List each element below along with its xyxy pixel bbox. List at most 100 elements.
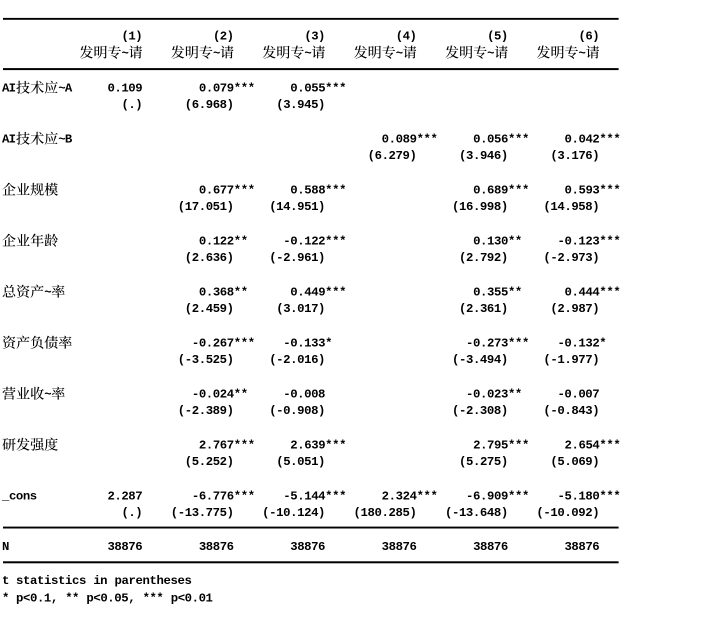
svg-text:0.130**: 0.130**: [473, 235, 522, 249]
svg-text:~: ~: [44, 286, 51, 300]
svg-text:(2.987): (2.987): [550, 302, 599, 316]
svg-text:(6.279): (6.279): [368, 149, 417, 163]
svg-text:(-2.973): (-2.973): [543, 251, 599, 265]
svg-text:(-10.124): (-10.124): [262, 506, 325, 520]
svg-text:~: ~: [396, 47, 403, 61]
svg-text:(4): (4): [396, 30, 417, 44]
svg-text:~: ~: [122, 47, 129, 61]
svg-text:(3.945): (3.945): [276, 98, 325, 112]
svg-text:(2.792): (2.792): [459, 251, 508, 265]
svg-text:(.): (.): [122, 506, 143, 520]
svg-text:(-13.648): (-13.648): [445, 506, 508, 520]
svg-text:2.767***: 2.767***: [199, 439, 255, 453]
svg-text:(-0.843): (-0.843): [543, 404, 599, 418]
svg-text:p<0.05,: p<0.05,: [86, 592, 135, 606]
svg-text:~: ~: [579, 47, 586, 61]
svg-text:0.368**: 0.368**: [199, 286, 248, 300]
svg-text:-0.133*: -0.133*: [283, 337, 332, 351]
svg-text:(14.958): (14.958): [543, 200, 599, 214]
svg-text:-0.123***: -0.123***: [557, 235, 620, 249]
svg-text:(-10.092): (-10.092): [536, 506, 599, 520]
svg-text:-0.024**: -0.024**: [192, 388, 248, 402]
svg-text:(5): (5): [487, 30, 508, 44]
svg-text:(-3.525): (-3.525): [178, 353, 234, 367]
svg-text:t: t: [2, 574, 9, 588]
svg-text:p<0.1,: p<0.1,: [16, 592, 58, 606]
svg-text:0.355**: 0.355**: [473, 286, 522, 300]
svg-text:0.089***: 0.089***: [382, 133, 438, 147]
svg-text:-0.122***: -0.122***: [283, 235, 346, 249]
svg-text:-5.180***: -5.180***: [557, 490, 620, 504]
svg-text:38876: 38876: [290, 540, 325, 554]
svg-text:-0.008: -0.008: [283, 388, 325, 402]
svg-text:2.639***: 2.639***: [290, 439, 346, 453]
svg-text:_cons: _cons: [1, 490, 37, 504]
svg-text:38876: 38876: [473, 540, 508, 554]
svg-text:2.654***: 2.654***: [565, 439, 621, 453]
svg-text:(-2.016): (-2.016): [269, 353, 325, 367]
svg-text:**: **: [65, 592, 79, 606]
svg-text:38876: 38876: [564, 540, 599, 554]
svg-text:(3): (3): [304, 30, 325, 44]
svg-text:~: ~: [213, 47, 220, 61]
svg-text:(5.051): (5.051): [276, 455, 325, 469]
svg-text:parentheses: parentheses: [115, 574, 192, 588]
svg-text:-0.132*: -0.132*: [557, 337, 606, 351]
svg-text:(-13.775): (-13.775): [171, 506, 234, 520]
svg-text:(17.051): (17.051): [178, 200, 234, 214]
svg-text:(-2.961): (-2.961): [269, 251, 325, 265]
svg-text:(2.459): (2.459): [185, 302, 234, 316]
svg-text:~: ~: [487, 47, 494, 61]
svg-text:(6): (6): [579, 30, 600, 44]
svg-text:N: N: [2, 540, 9, 554]
svg-text:(-3.494): (-3.494): [452, 353, 508, 367]
svg-text:(5.069): (5.069): [550, 455, 599, 469]
svg-text:-6.776***: -6.776***: [192, 490, 255, 504]
svg-text:(3.017): (3.017): [276, 302, 325, 316]
svg-text:38876: 38876: [107, 540, 142, 554]
svg-text:2.795***: 2.795***: [473, 439, 529, 453]
svg-text:(5.252): (5.252): [185, 455, 234, 469]
svg-text:~A: ~A: [58, 82, 73, 96]
svg-text:0.449***: 0.449***: [290, 286, 346, 300]
svg-text:0.593***: 0.593***: [565, 184, 621, 198]
svg-text:-5.144***: -5.144***: [283, 490, 346, 504]
svg-text:(2.636): (2.636): [185, 251, 234, 265]
svg-text:38876: 38876: [199, 540, 234, 554]
svg-text:(3.946): (3.946): [459, 149, 508, 163]
svg-text:(-1.977): (-1.977): [543, 353, 599, 367]
svg-text:-6.909***: -6.909***: [466, 490, 529, 504]
svg-text:(-2.389): (-2.389): [178, 404, 234, 418]
svg-text:2.324***: 2.324***: [382, 490, 438, 504]
svg-text:0.055***: 0.055***: [290, 82, 346, 96]
svg-text:in: in: [93, 574, 107, 588]
svg-text:statistics: statistics: [16, 574, 86, 588]
svg-text:0.079***: 0.079***: [199, 82, 255, 96]
svg-text:-0.273***: -0.273***: [466, 337, 529, 351]
svg-text:(14.951): (14.951): [269, 200, 325, 214]
svg-text:(6.968): (6.968): [185, 98, 234, 112]
svg-text:0.588***: 0.588***: [290, 184, 346, 198]
svg-text:*: *: [2, 592, 9, 606]
svg-text:0.689***: 0.689***: [473, 184, 529, 198]
svg-text:(180.285): (180.285): [354, 506, 417, 520]
svg-text:(16.998): (16.998): [452, 200, 508, 214]
svg-text:AI: AI: [2, 82, 16, 96]
svg-text:0.122**: 0.122**: [199, 235, 248, 249]
svg-text:-0.023**: -0.023**: [466, 388, 522, 402]
svg-text:(1): (1): [122, 30, 143, 44]
svg-text:***: ***: [143, 592, 164, 606]
svg-text:(.): (.): [122, 98, 143, 112]
svg-text:0.444***: 0.444***: [565, 286, 621, 300]
svg-text:(2.361): (2.361): [459, 302, 508, 316]
svg-text:-0.007: -0.007: [557, 388, 599, 402]
svg-text:~: ~: [44, 388, 51, 402]
svg-text:0.677***: 0.677***: [199, 184, 255, 198]
svg-text:~: ~: [304, 47, 311, 61]
svg-text:(-2.308): (-2.308): [452, 404, 508, 418]
svg-text:AI: AI: [2, 133, 16, 147]
svg-text:2.287: 2.287: [107, 490, 142, 504]
svg-text:(5.275): (5.275): [459, 455, 508, 469]
svg-text:(2): (2): [213, 30, 234, 44]
svg-text:0.109: 0.109: [107, 82, 142, 96]
